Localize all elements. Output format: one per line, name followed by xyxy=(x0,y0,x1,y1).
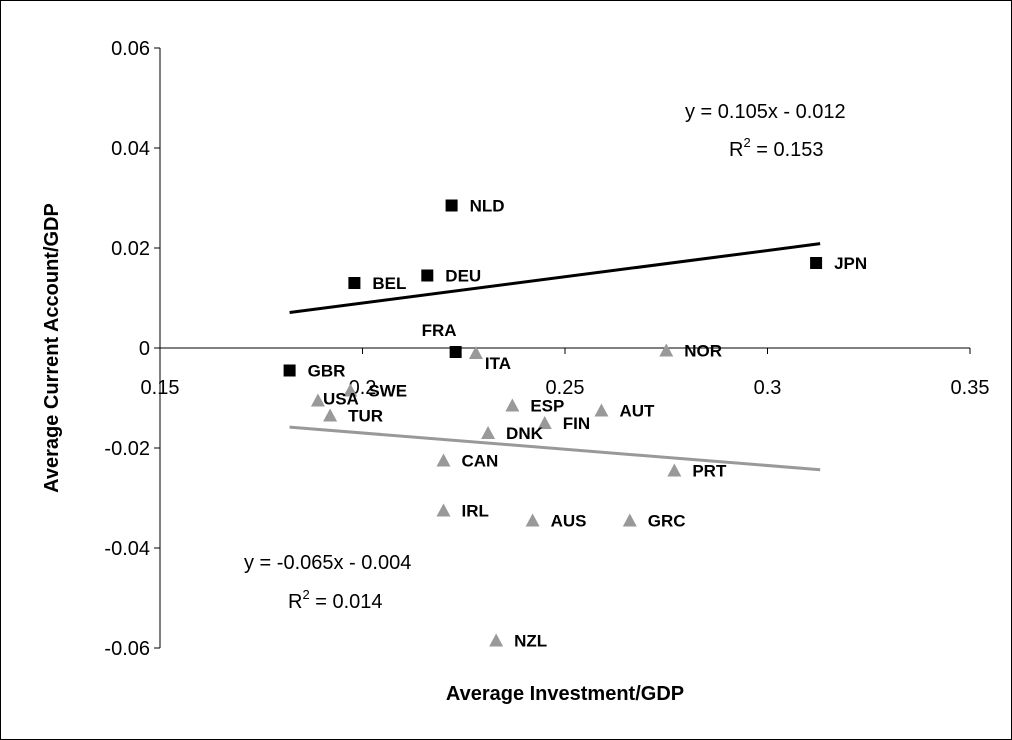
point-label-irl: IRL xyxy=(462,502,489,521)
lower-r-value: = 0.014 xyxy=(310,591,383,613)
y-tick-label: -0.06 xyxy=(104,638,150,660)
marker-fin xyxy=(537,416,552,429)
point-label-swe: SWE xyxy=(368,382,407,401)
upper-trend-equation: y = 0.105x - 0.012 xyxy=(685,101,846,123)
upper-trendline xyxy=(289,242,821,314)
upper-trend-annotation: y = 0.105x - 0.012 R2 = 0.153 xyxy=(685,101,846,161)
marker-gbr xyxy=(283,364,296,377)
trendlines xyxy=(289,242,821,472)
marker-aut xyxy=(594,403,609,417)
point-label-gbr: GBR xyxy=(308,362,346,381)
marker-irl xyxy=(436,503,451,517)
axes: 0.060.040.020-0.02-0.04-0.060.15 0.2 0.25 0… xyxy=(104,38,989,660)
point-label-can: CAN xyxy=(462,452,499,471)
x-axis-title: Average Investment/GDP xyxy=(446,683,684,705)
point-label-nor: NOR xyxy=(684,342,722,361)
marker-aus xyxy=(525,513,540,527)
marker-swe xyxy=(343,383,358,397)
point-label-ita: ITA xyxy=(485,354,511,373)
y-tick-label: 0 xyxy=(139,338,150,360)
point-label-aus: AUS xyxy=(551,512,587,531)
marker-tur xyxy=(323,408,338,422)
lower-trendline xyxy=(289,425,821,472)
marker-grc xyxy=(622,513,637,527)
point-label-aut: AUT xyxy=(619,402,655,421)
y-tick-label: -0.04 xyxy=(104,538,150,560)
marker-prt xyxy=(667,463,682,477)
point-label-fra: FRA xyxy=(422,321,457,340)
point-label-fin: FIN xyxy=(563,414,590,433)
marker-usa xyxy=(310,393,325,407)
marker-bel xyxy=(348,277,361,289)
point-label-bel: BEL xyxy=(372,274,406,293)
point-label-esp: ESP xyxy=(530,397,564,416)
marker-deu xyxy=(421,269,434,282)
marker-nor xyxy=(659,343,674,357)
marker-fra xyxy=(449,346,462,358)
y-axis-title: Average Current Account/GDP xyxy=(41,203,63,493)
marker-dnk xyxy=(481,426,496,439)
y-tick-label: 0.04 xyxy=(111,138,150,160)
point-label-dnk: DNK xyxy=(506,424,544,443)
marker-nzl xyxy=(489,633,504,647)
marker-can xyxy=(436,453,451,467)
x-tick-label: 0.25 xyxy=(546,377,585,399)
lower-trend-r-squared: R2 = 0.014 xyxy=(288,587,383,613)
data-markers xyxy=(283,199,823,647)
upper-r-exponent: 2 xyxy=(743,135,750,150)
x-tick-label: 0.15 xyxy=(141,377,180,399)
lower-r-exponent: 2 xyxy=(302,587,309,602)
point-label-jpn: JPN xyxy=(834,254,867,273)
marker-jpn xyxy=(810,257,823,269)
lower-trend-annotation: y = -0.065x - 0.004 R2 = 0.014 xyxy=(244,552,411,613)
point-label-nzl: NZL xyxy=(514,632,547,651)
y-tick-label: 0.06 xyxy=(111,38,150,60)
point-label-usa: USA xyxy=(323,390,359,409)
y-tick-label: 0.02 xyxy=(111,238,150,260)
point-label-tur: TUR xyxy=(348,407,383,426)
lower-r-letter: R xyxy=(288,591,302,613)
lower-trend-equation: y = -0.065x - 0.004 xyxy=(244,552,411,574)
marker-nld xyxy=(445,199,458,212)
x-tick-label: 0.35 xyxy=(951,377,990,399)
y-tick-label: -0.02 xyxy=(104,438,150,460)
point-label-prt: PRT xyxy=(692,462,727,481)
point-label-nld: NLD xyxy=(470,197,505,216)
upper-r-letter: R xyxy=(729,139,743,161)
point-label-deu: DEU xyxy=(445,267,481,286)
marker-esp xyxy=(505,398,520,412)
marker-ita xyxy=(468,346,483,359)
upper-trend-r-squared: R2 = 0.153 xyxy=(729,135,824,161)
upper-r-value: = 0.153 xyxy=(751,139,824,161)
point-label-grc: GRC xyxy=(648,512,686,531)
x-tick-label: 0.3 xyxy=(754,377,782,399)
